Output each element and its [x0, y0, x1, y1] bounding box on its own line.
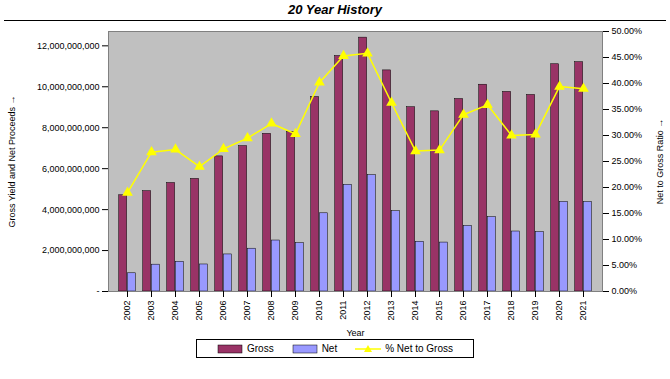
svg-text:25.00%: 25.00% — [612, 156, 643, 166]
svg-text:45.00%: 45.00% — [612, 52, 643, 62]
svg-text:Year: Year — [346, 328, 364, 338]
svg-text:35.00%: 35.00% — [612, 104, 643, 114]
svg-text:2019: 2019 — [530, 301, 540, 321]
svg-text:4,000,000,000: 4,000,000,000 — [42, 204, 100, 214]
svg-text:2013: 2013 — [386, 301, 396, 321]
svg-text:2021: 2021 — [578, 301, 588, 321]
svg-text:20.00%: 20.00% — [612, 182, 643, 192]
html-text:Net: Net — [321, 343, 338, 354]
svg-text:5.00%: 5.00% — [612, 260, 638, 270]
svg-text:2002: 2002 — [122, 301, 132, 321]
svg-text:Net to Gross Ratio →: Net to Gross Ratio → — [655, 119, 665, 205]
svg-text:15.00%: 15.00% — [612, 208, 643, 218]
svg-text:2006: 2006 — [218, 301, 228, 321]
svg-text:12,000,000,000: 12,000,000,000 — [37, 41, 100, 51]
svg-text:50.00%: 50.00% — [612, 26, 643, 36]
svg-text:10.00%: 10.00% — [612, 234, 643, 244]
svg-text:-: - — [97, 286, 100, 296]
svg-text:30.00%: 30.00% — [612, 130, 643, 140]
svg-text:2004: 2004 — [170, 301, 180, 321]
svg-text:2011: 2011 — [338, 301, 348, 320]
svg-text:40.00%: 40.00% — [612, 78, 643, 88]
html-text:Gross: Gross — [247, 343, 274, 354]
svg-text:2018: 2018 — [506, 301, 516, 321]
svg-text:2005: 2005 — [194, 301, 204, 321]
svg-text:2016: 2016 — [458, 301, 468, 321]
svg-text:2012: 2012 — [362, 301, 372, 321]
svg-text:2007: 2007 — [242, 301, 252, 321]
svg-text:6,000,000,000: 6,000,000,000 — [42, 164, 100, 174]
svg-text:2003: 2003 — [146, 301, 156, 321]
svg-text:2009: 2009 — [290, 301, 300, 321]
svg-text:2015: 2015 — [434, 301, 444, 321]
svg-text:8,000,000,000: 8,000,000,000 — [42, 123, 100, 133]
svg-text:2010: 2010 — [314, 301, 324, 321]
svg-text:2014: 2014 — [410, 301, 420, 321]
html-text:% Net to Gross: % Net to Gross — [385, 343, 453, 354]
svg-text:2017: 2017 — [482, 301, 492, 321]
svg-text:2008: 2008 — [266, 301, 276, 321]
svg-text:2020: 2020 — [554, 301, 564, 321]
svg-text:10,000,000,000: 10,000,000,000 — [37, 82, 100, 92]
html-text:20 Year History: 20 Year History — [288, 2, 382, 17]
svg-text:2,000,000,000: 2,000,000,000 — [42, 245, 100, 255]
svg-text:0.00%: 0.00% — [612, 286, 638, 296]
svg-text:Gross Yield and Net Proceeds →: Gross Yield and Net Proceeds → — [7, 95, 17, 227]
